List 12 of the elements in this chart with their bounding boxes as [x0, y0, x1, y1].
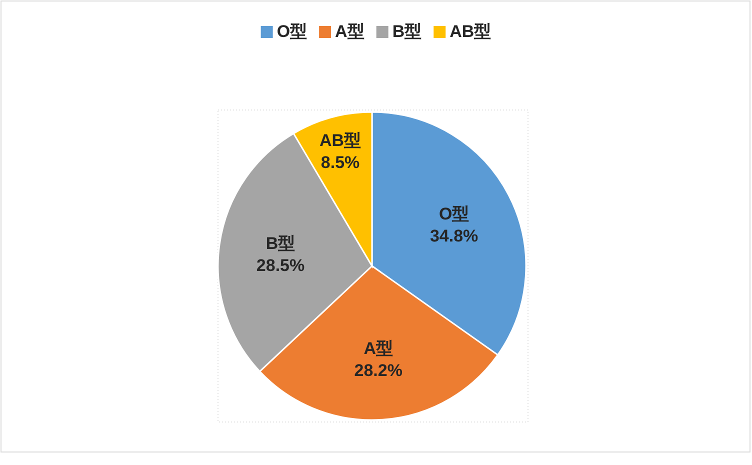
legend-label: AB型 — [450, 22, 492, 41]
legend-label: B型 — [392, 22, 422, 41]
slice-label: A型 — [364, 339, 394, 358]
data-label: 34.8% — [430, 226, 478, 246]
legend-label: O型 — [276, 22, 308, 41]
legend-label: A型 — [335, 22, 364, 41]
slice-label: O型 — [438, 204, 470, 224]
slice-label: AB型 — [320, 131, 362, 150]
data-label: 8.5% — [320, 153, 360, 172]
slice-label: B型 — [266, 234, 296, 253]
data-label: 28.5% — [256, 256, 305, 275]
data-label: 28.2% — [354, 361, 402, 380]
